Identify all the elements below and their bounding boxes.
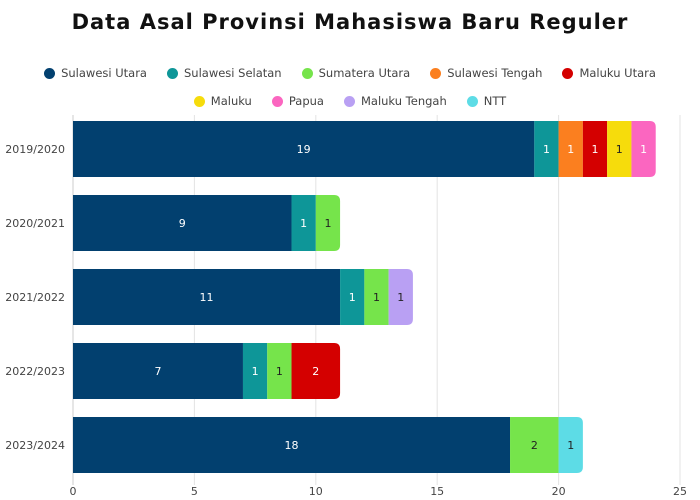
bar-segment (582, 121, 608, 177)
bar-segment (291, 343, 341, 399)
legend-row-2: Maluku Papua Maluku Tengah NTT (0, 94, 700, 108)
legend-label: Sulawesi Selatan (183, 66, 282, 80)
y-tick-label: 2022/2023 (5, 365, 65, 378)
legend-label: Maluku (210, 94, 252, 108)
legend-item[interactable]: Maluku (193, 94, 252, 108)
legend-label: Sumatera Utara (318, 66, 411, 80)
x-tick-label: 20 (552, 485, 566, 498)
bar-segment (242, 343, 268, 399)
legend-dot-icon (562, 67, 574, 79)
legend-dot-icon (166, 67, 178, 79)
legend-dot-icon (466, 95, 478, 107)
bar-segment (73, 195, 292, 251)
data-label: 1 (373, 291, 380, 304)
bar-segment (534, 121, 559, 177)
data-label: 19 (297, 143, 311, 156)
data-label: 1 (592, 143, 599, 156)
legend-dot-icon (44, 67, 56, 79)
legend-item[interactable]: Papua (271, 94, 324, 108)
data-label: 1 (324, 217, 331, 230)
bar-segment (607, 121, 632, 177)
data-label: 11 (200, 291, 214, 304)
data-label: 1 (567, 143, 574, 156)
legend-label: NTT (483, 94, 507, 108)
bar-segment (73, 417, 511, 473)
bar-segment (291, 195, 316, 251)
y-tick-label: 2020/2021 (5, 217, 65, 230)
bar-segment (510, 417, 559, 473)
data-label: 1 (300, 217, 307, 230)
data-label: 1 (616, 143, 623, 156)
legend-item[interactable]: Sulawesi Utara (44, 66, 147, 80)
data-label: 1 (543, 143, 550, 156)
legend-dot-icon (301, 67, 313, 79)
bar-segment (267, 343, 292, 399)
legend-dot-icon (430, 67, 442, 79)
legend-item[interactable]: Maluku Tengah (343, 94, 447, 108)
x-tick-label: 10 (309, 485, 323, 498)
bar-segment (558, 121, 583, 177)
legend-item[interactable]: Sulawesi Selatan (166, 66, 282, 80)
x-tick-label: 15 (430, 485, 444, 498)
legend-label: Maluku Tengah (360, 94, 447, 108)
legend-item[interactable]: Maluku Utara (562, 66, 656, 80)
legend-label: Maluku Utara (579, 66, 656, 80)
bar-segment (73, 343, 243, 399)
data-label: 18 (285, 439, 299, 452)
legend-dot-icon (343, 95, 355, 107)
legend-label: Sulawesi Utara (61, 66, 147, 80)
data-label: 2 (531, 439, 538, 452)
data-label: 1 (567, 439, 574, 452)
bar-segment (388, 269, 413, 325)
legend-row-1: Sulawesi Utara Sulawesi Selatan Sumatera U… (0, 66, 700, 80)
bar-segment (73, 121, 535, 177)
bar-segment (558, 417, 583, 473)
y-tick-label: 2021/2022 (5, 291, 65, 304)
bar-segment (315, 195, 341, 251)
bar-segment (73, 269, 341, 325)
x-tick-label: 5 (191, 485, 198, 498)
bar-segment (364, 269, 389, 325)
legend-label: Papua (288, 94, 324, 108)
data-label: 1 (640, 143, 647, 156)
data-label: 1 (276, 365, 283, 378)
x-tick-label: 0 (70, 485, 77, 498)
bar-segment (631, 121, 656, 177)
data-label: 7 (154, 365, 161, 378)
x-tick-label: 25 (673, 485, 687, 498)
data-label: 1 (397, 291, 404, 304)
y-tick-label: 2019/2020 (5, 143, 65, 156)
legend-item[interactable]: Sulawesi Tengah (430, 66, 542, 80)
data-label: 9 (179, 217, 186, 230)
legend-dot-icon (193, 95, 205, 107)
data-label: 1 (349, 291, 356, 304)
legend-dot-icon (271, 95, 283, 107)
bar-segment (340, 269, 365, 325)
legend-label: Sulawesi Tengah (447, 66, 543, 80)
chart-title: Data Asal Provinsi Mahasiswa Baru Regule… (71, 10, 629, 34)
legend-item[interactable]: NTT (466, 94, 507, 108)
data-label: 2 (312, 365, 319, 378)
legend-item[interactable]: Sumatera Utara (301, 66, 411, 80)
data-label: 1 (252, 365, 259, 378)
y-tick-label: 2023/2024 (5, 439, 65, 452)
